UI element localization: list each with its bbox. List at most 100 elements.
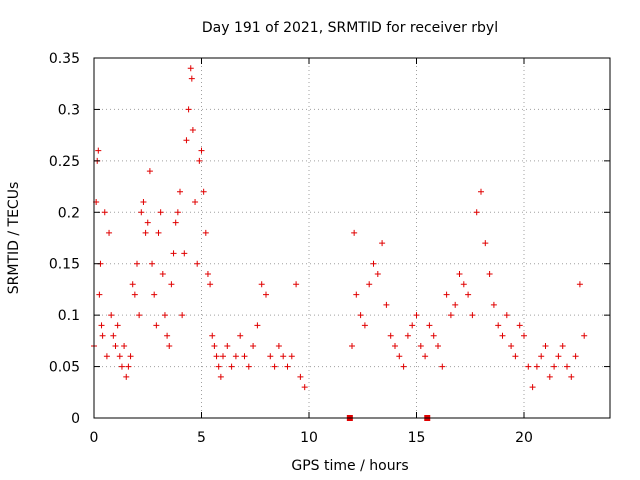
data-point [99, 332, 106, 339]
data-point [447, 312, 454, 319]
data-point [183, 137, 190, 144]
data-point [254, 322, 261, 329]
x-tick-label: 15 [408, 430, 426, 446]
data-point [142, 229, 149, 236]
grid-layer [94, 58, 610, 418]
data-point [172, 219, 179, 226]
data-point [435, 343, 441, 349]
data-point [280, 353, 287, 360]
y-tick-label: 0.1 [58, 308, 80, 324]
y-tick-label: 0.05 [49, 360, 80, 376]
data-point [114, 322, 121, 329]
data-point [525, 363, 532, 370]
y-tick-label: 0.35 [49, 51, 80, 67]
data-point [529, 384, 536, 391]
axis-ticks [93, 57, 610, 419]
data-point [232, 353, 239, 360]
data-point [213, 353, 220, 360]
data-point [131, 291, 138, 298]
data-point [151, 291, 158, 298]
data-point [204, 271, 211, 277]
data-point [187, 65, 194, 72]
data-point [108, 312, 115, 319]
data-point [288, 353, 295, 360]
data-point [271, 363, 278, 370]
x-axis-label: GPS time / hours [291, 458, 408, 474]
data-point [106, 229, 113, 236]
data-point [177, 188, 183, 195]
data-point [361, 322, 368, 329]
data-point [538, 353, 545, 360]
data-point [374, 271, 381, 277]
data-point [503, 312, 510, 319]
data-point [366, 281, 373, 288]
data-point [353, 291, 360, 298]
data-point [452, 301, 459, 308]
data-point [103, 353, 110, 360]
y-tick-label: 0.25 [49, 154, 80, 170]
data-point [125, 363, 132, 370]
data-point [207, 281, 214, 288]
data-point [379, 240, 386, 247]
data-point [245, 363, 252, 370]
data-point [439, 363, 446, 370]
data-point [196, 157, 203, 164]
data-point [96, 291, 103, 298]
data-point [351, 229, 358, 236]
data-point [499, 332, 506, 339]
x-tick-label: 0 [90, 430, 99, 446]
data-point [559, 343, 566, 349]
data-point [217, 373, 224, 380]
data-point [460, 281, 467, 288]
data-point [512, 353, 519, 360]
data-point [443, 291, 450, 298]
data-point [267, 353, 274, 360]
data-point [430, 332, 437, 339]
data-point [224, 343, 231, 349]
data-point [95, 147, 102, 154]
data-point [516, 322, 523, 329]
data-point [508, 343, 515, 349]
y-tick-label: 0 [71, 411, 80, 427]
data-point [478, 188, 484, 195]
data-point [572, 353, 579, 360]
data-point [250, 343, 257, 349]
data-point [220, 353, 226, 360]
data-point [486, 271, 493, 277]
data-point [144, 219, 151, 226]
data-point [469, 312, 476, 319]
y-tick-label: 0.3 [58, 102, 80, 118]
data-point [357, 312, 364, 319]
y-tick-label: 0.2 [58, 205, 80, 221]
data-point [189, 127, 196, 133]
data-point [127, 353, 134, 360]
data-point [521, 332, 527, 339]
data-point [404, 332, 411, 339]
data-point [136, 312, 143, 319]
plot-frame [93, 57, 611, 419]
data-point [456, 271, 463, 277]
data-point [482, 240, 489, 247]
y-axis-label: SRMTID / TECUs [6, 182, 22, 295]
data-point [159, 271, 166, 277]
data-point [490, 301, 497, 308]
data-point [188, 75, 195, 82]
data-point [409, 322, 416, 329]
data-point [118, 363, 125, 370]
y-tick-label: 0.15 [49, 257, 80, 273]
data-point [140, 199, 147, 205]
data-point [413, 312, 420, 319]
data-point [370, 260, 377, 267]
data-point [194, 260, 201, 267]
data-point [564, 363, 570, 370]
data-point [170, 250, 177, 257]
data-point [275, 343, 282, 349]
data-point [153, 322, 160, 329]
data-point [149, 260, 156, 267]
data-point [101, 209, 108, 216]
data-point [383, 301, 390, 308]
x-tick-label: 20 [515, 430, 533, 446]
data-point [161, 312, 168, 319]
data-point [192, 199, 199, 205]
data-point [179, 312, 186, 319]
